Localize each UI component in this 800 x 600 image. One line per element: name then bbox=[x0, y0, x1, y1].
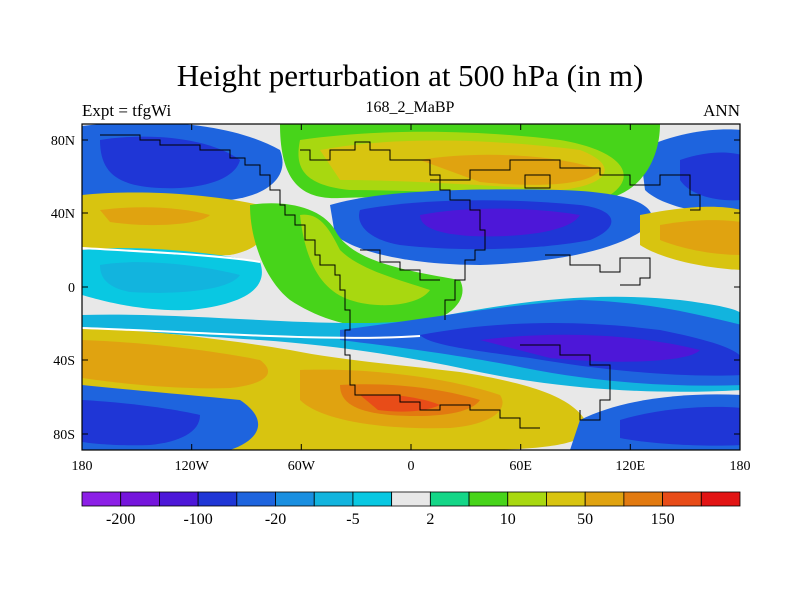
colorbar-swatch bbox=[313, 491, 354, 507]
longitude-axis: 180 120W 60W 0 60E 120E 180 bbox=[72, 124, 751, 474]
lon-tick-label: 120E bbox=[616, 459, 646, 474]
lat-tick-label: 40S bbox=[53, 354, 75, 369]
colorbar-swatch bbox=[391, 491, 431, 507]
colorbar-label: 50 bbox=[577, 511, 593, 528]
colorbar-swatch bbox=[81, 491, 122, 507]
colorbar-swatch bbox=[700, 491, 741, 507]
lat-tick-label: 80N bbox=[51, 134, 75, 149]
colorbar-swatch bbox=[546, 491, 586, 507]
colorbar-swatch bbox=[468, 491, 509, 507]
colorbar-swatch bbox=[352, 491, 393, 507]
colorbar-swatch bbox=[623, 491, 663, 507]
colorbar-label: 2 bbox=[426, 511, 434, 528]
colorbar-label: -200 bbox=[106, 511, 135, 528]
colorbar-swatch bbox=[120, 491, 160, 507]
latitude-axis: 80N 40N 0 40S 80S bbox=[51, 134, 740, 443]
contour-field bbox=[82, 124, 740, 450]
land-outlines bbox=[100, 134, 701, 429]
colorbar-label: -20 bbox=[265, 511, 286, 528]
colorbar-label: 10 bbox=[500, 511, 516, 528]
plot-title: Height perturbation at 500 hPa (in m) bbox=[176, 58, 644, 93]
colorbar: -200 -100 -20 -5 2 10 50 150 bbox=[81, 491, 741, 528]
colorbar-swatch bbox=[236, 491, 276, 507]
case-label: 168_2_MaBP bbox=[365, 99, 455, 116]
lon-tick-label: 0 bbox=[408, 459, 415, 474]
colorbar-swatch bbox=[197, 491, 238, 507]
lon-tick-label: 180 bbox=[72, 459, 93, 474]
lat-tick-label: 0 bbox=[68, 281, 75, 296]
lat-tick-label: 40N bbox=[51, 207, 75, 222]
lon-tick-label: 60W bbox=[288, 459, 316, 474]
experiment-label: Expt = tfgWi bbox=[82, 101, 172, 120]
lat-tick-label: 80S bbox=[53, 428, 75, 443]
colorbar-swatch bbox=[662, 491, 702, 507]
colorbar-label: -100 bbox=[183, 511, 212, 528]
colorbar-label: -5 bbox=[346, 511, 359, 528]
lon-tick-label: 60E bbox=[509, 459, 532, 474]
colorbar-swatch bbox=[507, 491, 547, 507]
colorbar-swatch bbox=[275, 491, 315, 507]
lon-tick-label: 120W bbox=[175, 459, 210, 474]
season-label: ANN bbox=[703, 101, 740, 120]
colorbar-swatch bbox=[584, 491, 625, 507]
colorbar-swatch bbox=[159, 491, 199, 507]
lon-tick-label: 180 bbox=[730, 459, 751, 474]
colorbar-swatch bbox=[429, 491, 470, 507]
colorbar-label: 150 bbox=[651, 511, 675, 528]
